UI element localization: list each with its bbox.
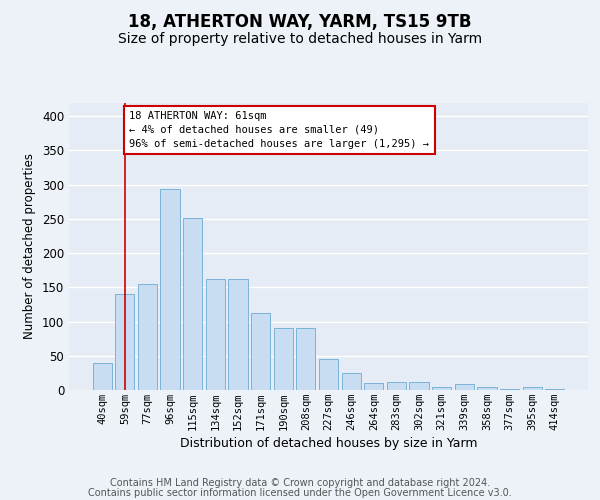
Bar <box>364 383 383 390</box>
Bar <box>251 312 270 390</box>
Bar <box>341 373 361 390</box>
Text: 18 ATHERTON WAY: 61sqm
← 4% of detached houses are smaller (49)
96% of semi-deta: 18 ATHERTON WAY: 61sqm ← 4% of detached … <box>130 110 430 148</box>
Bar <box>477 388 497 390</box>
Bar <box>387 382 406 390</box>
Bar <box>500 388 519 390</box>
Y-axis label: Number of detached properties: Number of detached properties <box>23 153 37 340</box>
Bar <box>319 358 338 390</box>
Bar <box>206 279 225 390</box>
Bar <box>229 279 248 390</box>
Bar <box>523 388 542 390</box>
Bar <box>115 294 134 390</box>
Text: Contains public sector information licensed under the Open Government Licence v3: Contains public sector information licen… <box>88 488 512 498</box>
Text: 18, ATHERTON WAY, YARM, TS15 9TB: 18, ATHERTON WAY, YARM, TS15 9TB <box>128 12 472 30</box>
Text: Size of property relative to detached houses in Yarm: Size of property relative to detached ho… <box>118 32 482 46</box>
Bar <box>296 328 316 390</box>
Text: Contains HM Land Registry data © Crown copyright and database right 2024.: Contains HM Land Registry data © Crown c… <box>110 478 490 488</box>
Bar <box>455 384 474 390</box>
Bar <box>432 388 451 390</box>
Bar <box>274 328 293 390</box>
X-axis label: Distribution of detached houses by size in Yarm: Distribution of detached houses by size … <box>180 437 477 450</box>
Bar <box>160 190 180 390</box>
Bar <box>138 284 157 390</box>
Bar <box>92 362 112 390</box>
Bar <box>409 382 428 390</box>
Bar <box>545 388 565 390</box>
Bar <box>183 218 202 390</box>
